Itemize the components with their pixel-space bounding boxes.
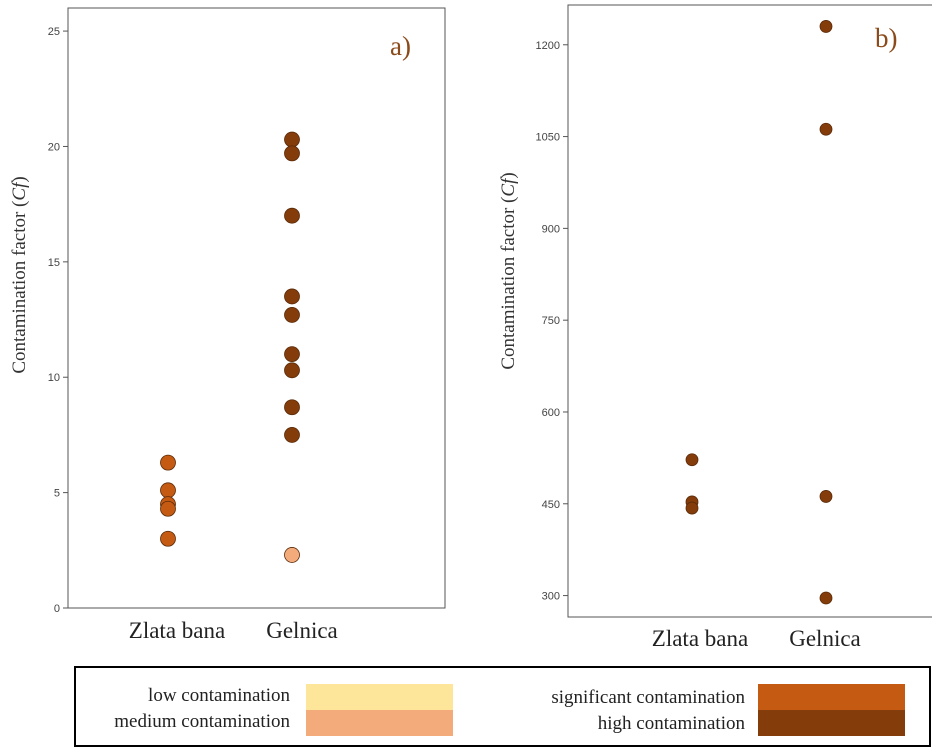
panel-a-data-point [160,482,176,499]
panel-a-y-tick-label: 20 [48,141,60,153]
panel-b-y-tick-label: 450 [542,499,560,511]
panel-b-data-point [685,501,699,515]
panel-a-plot-frame [67,7,446,609]
panel-b-y-tick-label: 1050 [536,132,560,144]
panel-b-x-tick-gelnica: Gelnica [789,626,861,651]
panel-b-data-point [819,490,833,503]
legend-swatch-medium [306,710,453,736]
legend-swatch-high [758,710,905,736]
panel-a-data-point [284,362,300,379]
panel-a-data-point [160,500,176,517]
panel-b-data-point [819,122,833,136]
panel-a-data-point [284,207,300,224]
panel-a-y-axis-label: Contamination factor (Cf) [9,176,30,373]
legend-label-medium: medium contamination [114,711,290,732]
panel-b-y-tick-label: 750 [542,315,560,327]
panel-a-data-point [284,288,300,305]
legend-swatch-low [306,684,453,710]
panel-b-y-tick-label: 900 [542,223,560,235]
legend-swatch-significant [758,684,905,710]
panel-b-data-point [685,453,699,467]
legend-label-high: high contamination [598,713,746,734]
legend-label-low: low contamination [148,685,290,706]
panel-a-x-tick-gelnica: Gelnica [266,618,338,643]
panel-a-y-tick-label: 10 [48,372,60,384]
legend-label-significant: significant contamination [551,687,745,708]
panel-b-plot-frame [567,4,932,618]
panel-b-y-tick-label: 600 [542,407,560,419]
panel-a-data-point [284,399,300,416]
panel-a-y-tick-label: 15 [48,257,60,269]
panel-a-data-point [284,307,300,323]
panel-b-data-point [819,20,833,33]
panel-a-data-point [284,346,300,363]
panel-a-y-ticks: 0 5 10 15 20 25 [48,26,68,615]
panel-a-data-point [284,131,300,148]
panel-b-data-point [819,591,833,605]
panel-b-x-tick-zlata-bana: Zlata bana [652,626,748,651]
panel-a-tag: a) [390,31,411,61]
panel-a-data-point [160,530,176,547]
panel-b-y-ticks: 300 450 600 750 900 1050 1200 [536,40,568,603]
panel-a-data-point [160,454,176,471]
panel-a-points [160,131,300,563]
panel-a-y-tick-label: 25 [48,26,60,38]
panel-b-y-tick-label: 300 [542,591,560,603]
panel-b-points [685,20,833,605]
panel-a-data-point [284,145,300,162]
panel-b-tag: b) [875,23,898,53]
panel-b-y-axis-label: Contamination factor (Cf) [498,172,519,369]
panel-b-y-tick-label: 1200 [536,40,560,52]
panel-a-data-point [284,547,300,563]
panel-a-data-point [284,427,300,443]
panel-a-y-tick-label: 5 [54,488,60,500]
legend: low contamination medium contamination s… [74,666,931,747]
panel-a-y-tick-label: 0 [54,603,60,615]
panel-b: b) 300 450 600 750 900 1050 1200 Contamination… [498,4,932,651]
panel-a-x-tick-zlata-bana: Zlata bana [129,618,225,643]
